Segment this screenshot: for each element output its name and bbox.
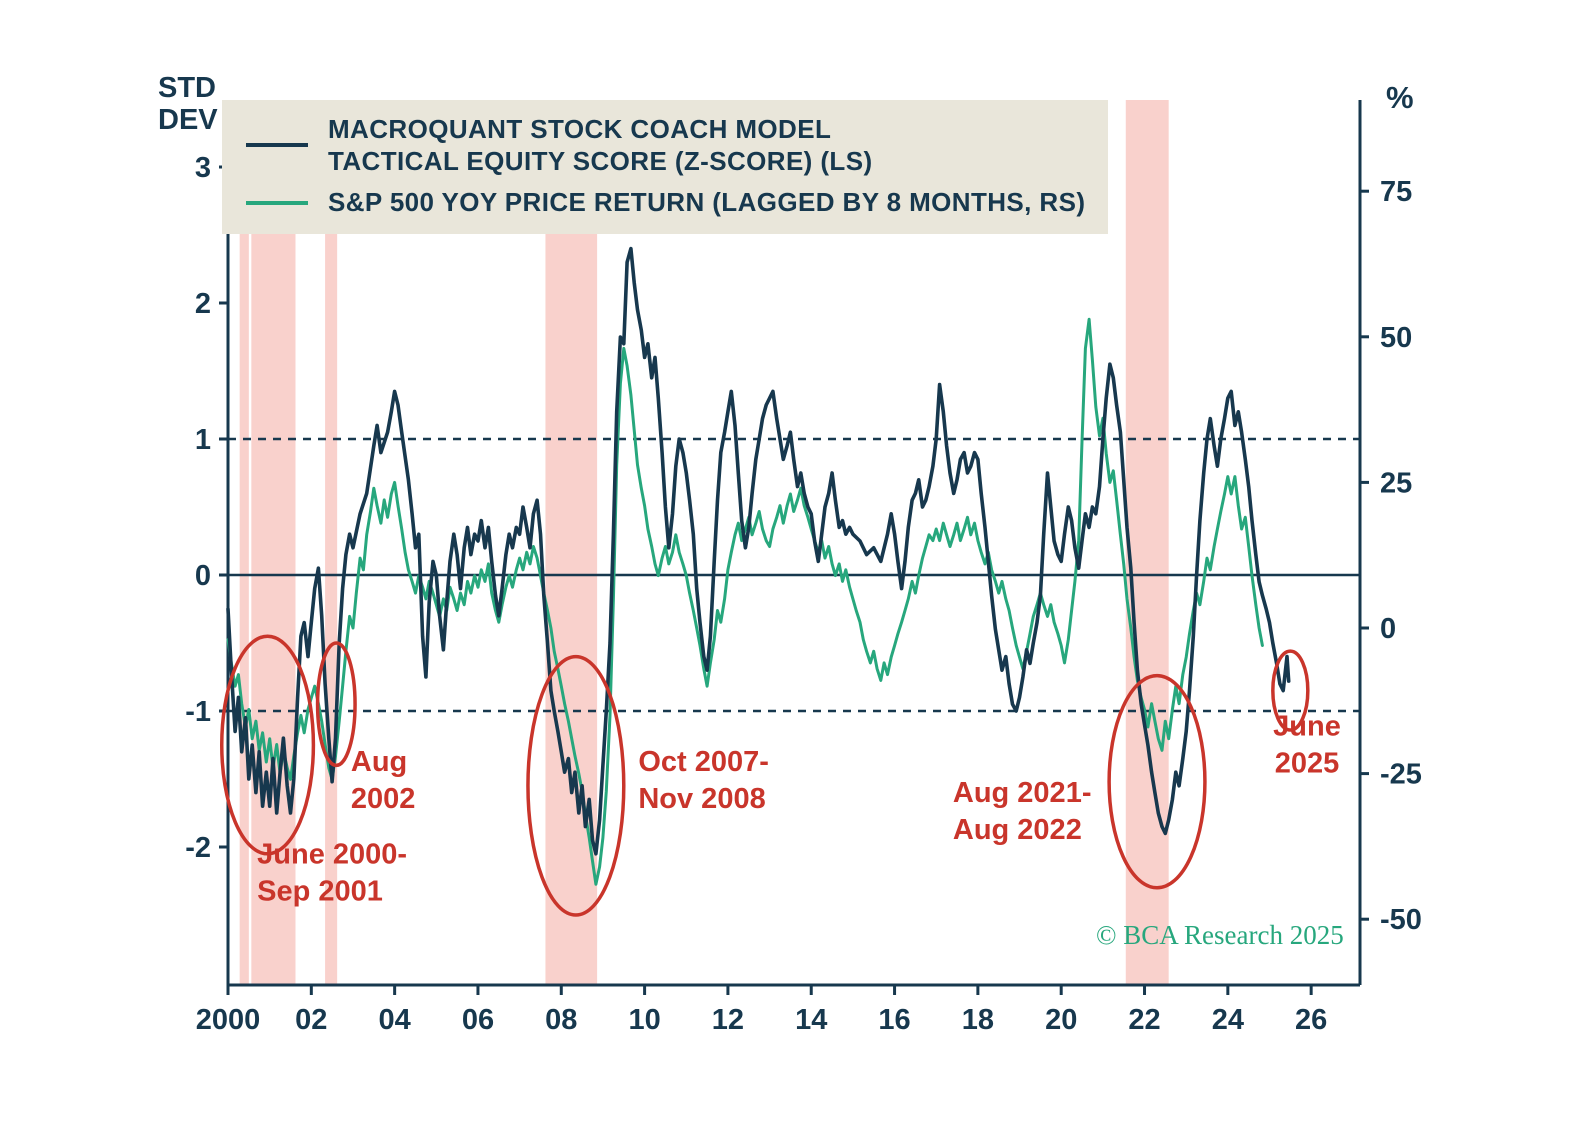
- annotation-label: June 2000-: [257, 838, 407, 870]
- x-axis-tick-label: 14: [795, 1004, 827, 1036]
- x-axis-tick-label: 02: [295, 1004, 327, 1036]
- tactical-equity-score-line: [226, 246, 1291, 856]
- x-axis-tick-label: 04: [379, 1004, 411, 1036]
- x-axis-tick-label: 18: [962, 1004, 994, 1036]
- x-axis-tick-label: 20: [1045, 1004, 1077, 1036]
- annotation-ellipse: [220, 634, 316, 856]
- left-axis-tick-label: 1: [195, 424, 211, 456]
- legend-label-sp500: S&P 500 YOY PRICE RETURN (LAGGED BY 8 MO…: [328, 186, 1085, 218]
- annotation-label: Aug: [351, 746, 407, 778]
- right-axis-tick-label: 50: [1380, 322, 1412, 354]
- x-axis-tick-label: 08: [545, 1004, 577, 1036]
- right-axis-tick-label: 0: [1380, 613, 1396, 645]
- legend-label-zscore: MACROQUANT STOCK COACH MODEL TACTICAL EQ…: [328, 113, 873, 177]
- left-axis-tick-label: 0: [195, 560, 211, 592]
- left-axis-tick-label: -1: [185, 696, 211, 728]
- left-axis-title-line2: DEV: [158, 104, 218, 137]
- annotation-label: Aug 2022: [953, 814, 1082, 846]
- annotation-label: 2025: [1275, 747, 1340, 779]
- legend-entry-sp500: S&P 500 YOY PRICE RETURN (LAGGED BY 8 MO…: [246, 186, 1086, 218]
- right-axis-tick-label: 25: [1380, 467, 1412, 499]
- x-axis-tick-label: 12: [712, 1004, 744, 1036]
- left-axis-tick-label: 3: [195, 152, 211, 184]
- legend-entry-zscore: MACROQUANT STOCK COACH MODEL TACTICAL EQ…: [246, 113, 1086, 177]
- right-axis-tick-label: -25: [1380, 759, 1422, 791]
- annotation-label: June: [1273, 710, 1341, 742]
- legend-label-zscore-line2: TACTICAL EQUITY SCORE (Z-SCORE) (LS): [328, 146, 873, 177]
- x-axis-tick-label: 2000: [196, 1004, 261, 1036]
- annotation-ellipse: [1271, 649, 1310, 732]
- left-axis-title: STD DEV: [158, 72, 218, 137]
- zscore-line-sample: [246, 143, 308, 148]
- sp500-line-sample: [246, 200, 308, 205]
- recession-band: [251, 100, 296, 985]
- annotation-ellipse: [315, 641, 357, 768]
- annotation-ellipse: [526, 654, 626, 917]
- x-axis-tick-label: 22: [1128, 1004, 1160, 1036]
- sp500-yoy-return-line: [226, 317, 1264, 886]
- recession-band: [239, 100, 249, 985]
- annotation-ellipse: [1107, 673, 1207, 890]
- legend-label-zscore-line1: MACROQUANT STOCK COACH MODEL: [328, 114, 832, 144]
- x-axis-tick-label: 16: [878, 1004, 910, 1036]
- x-axis-tick-label: 24: [1212, 1004, 1244, 1036]
- legend-label-sp500-line1: S&P 500 YOY PRICE RETURN (LAGGED BY 8 MO…: [328, 187, 1086, 218]
- right-axis-title: %: [1386, 80, 1414, 115]
- x-axis-tick-label: 06: [462, 1004, 494, 1036]
- annotation-label: Sep 2001: [257, 875, 383, 907]
- x-axis-tick-label: 10: [628, 1004, 660, 1036]
- annotation-label: Nov 2008: [638, 783, 765, 815]
- annotation-label: Aug 2021-: [953, 777, 1092, 809]
- x-axis-tick-label: 26: [1295, 1004, 1327, 1036]
- copyright-notice: © BCA Research 2025: [1096, 920, 1344, 950]
- recession-band: [1125, 100, 1169, 985]
- right-axis-tick-label: 75: [1380, 176, 1412, 208]
- annotation-label: Oct 2007-: [638, 746, 769, 778]
- legend: MACROQUANT STOCK COACH MODEL TACTICAL EQ…: [222, 100, 1108, 234]
- annotation-label: 2002: [351, 783, 416, 815]
- left-axis-title-line1: STD: [158, 72, 216, 104]
- left-axis-tick-label: 2: [195, 288, 211, 320]
- right-axis-tick-label: -50: [1380, 904, 1422, 936]
- left-axis-tick-label: -2: [185, 832, 211, 864]
